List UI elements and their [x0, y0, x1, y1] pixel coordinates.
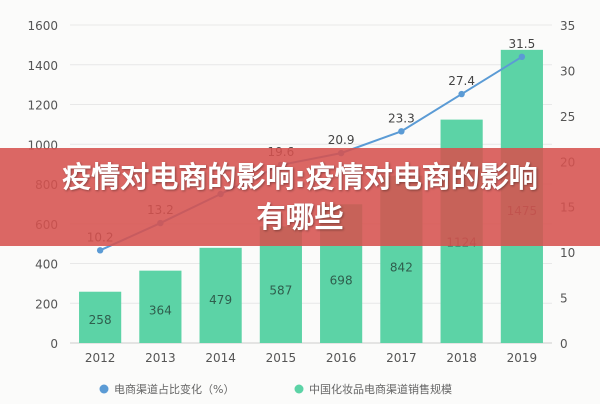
bar: [139, 270, 182, 343]
y-left-tick-label: 1600: [27, 19, 58, 33]
line-point: [96, 247, 104, 254]
y-left-tick-label: 1200: [27, 99, 58, 113]
x-tick-label: 2019: [507, 351, 538, 365]
bar-value-label: 258: [89, 313, 112, 327]
bar: [79, 291, 122, 343]
x-tick-label: 2018: [446, 351, 477, 365]
line-point: [458, 90, 465, 98]
x-tick-label: 2017: [386, 351, 417, 365]
legend-bar-label: 中国化妆品电商渠道销售规模: [309, 382, 452, 396]
y-left-tick-label: 0: [50, 337, 58, 351]
bar-value-label: 364: [149, 303, 172, 317]
bar-value-label: 479: [209, 293, 232, 307]
x-tick-label: 2014: [205, 351, 236, 365]
legend-line-swatch: [99, 384, 109, 394]
line-value-label: 20.9: [328, 133, 355, 147]
y-right-tick-label: 30: [560, 64, 575, 78]
line-point: [398, 128, 405, 135]
x-tick-label: 2012: [85, 351, 116, 365]
legend-line-label: 电商渠道占比变化（%）: [114, 382, 234, 396]
line-value-label: 31.5: [509, 37, 536, 51]
legend-bar-swatch: [294, 384, 304, 394]
y-right-tick-label: 25: [560, 110, 575, 124]
bar: [199, 247, 242, 343]
line-value-label: 27.4: [448, 74, 475, 88]
banner-title: 疫情对电商的影响:疫情对电商的影响有哪些: [62, 160, 538, 234]
y-right-tick-label: 10: [560, 246, 575, 260]
y-right-tick-label: 0: [560, 337, 568, 351]
y-right-tick-label: 5: [560, 292, 568, 306]
y-left-tick-label: 400: [35, 258, 58, 272]
x-tick-label: 2013: [145, 351, 176, 365]
title-banner: 疫情对电商的影响:疫情对电商的影响有哪些: [0, 148, 600, 246]
bar-value-label: 587: [269, 284, 292, 298]
x-tick-label: 2015: [266, 351, 297, 365]
line-value-label: 23.3: [388, 111, 415, 125]
line-point: [518, 53, 526, 60]
bar-value-label: 698: [330, 274, 353, 288]
y-left-tick-label: 1400: [27, 59, 58, 73]
y-right-tick-label: 35: [560, 19, 575, 33]
y-left-tick-label: 200: [35, 297, 58, 311]
x-tick-label: 2016: [326, 351, 357, 365]
bar-value-label: 842: [390, 261, 413, 275]
